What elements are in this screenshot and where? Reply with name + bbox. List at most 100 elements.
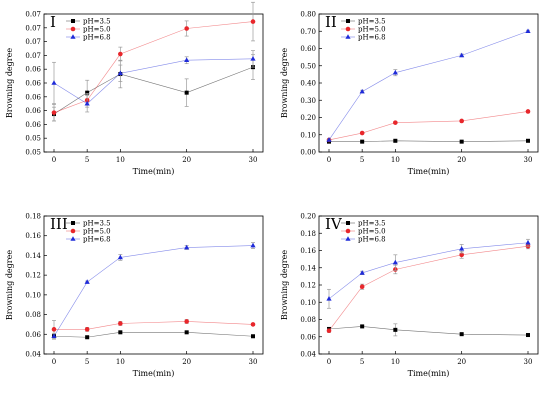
chart-svg: 0.04 0.06 0.08 0.10 0.12 0.14 0.16 0.18 0.20 0 5 10… [280,213,539,378]
legend-label: pH=5.0 [358,26,386,34]
data-point [251,334,255,339]
x-tick-label: 10 [391,358,400,366]
y-tick-label: 0.06 [25,121,41,129]
x-tick-label: 30 [524,156,533,164]
data-point [184,57,190,63]
x-tick-label: 5 [85,358,89,366]
data-point [118,51,123,57]
chart-panel-2: 0.00 0.10 0.20 0.30 0.40 0.50 0.60 0.70 0.80 0 5 10… [275,0,550,202]
data-point [359,88,365,94]
y-tick-label: 0.08 [300,316,316,324]
data-point [118,321,123,326]
x-axis-label: Time(min) [133,369,175,378]
y-tick-label: 0.04 [300,351,316,359]
data-point [459,245,465,251]
panel-label: II [325,13,337,31]
y-tick-label: 0.06 [25,66,41,74]
series-line [53,58,254,105]
y-tick-label: 0.12 [300,282,316,290]
legend-marker [71,221,75,225]
x-tick-label: 10 [116,156,125,164]
x-axis-label: Time(min) [408,369,450,378]
x-tick-label: 0 [52,156,56,164]
y-tick-label: 0.14 [25,252,41,260]
y-tick-label: 0.18 [300,230,316,238]
data-point [459,118,464,124]
x-tick-label: 10 [116,358,125,366]
data-point [85,335,90,340]
y-tick-label: 0.10 [300,131,316,139]
y-tick-label: 0.40 [300,80,316,88]
series-line [53,332,254,338]
data-point [526,333,530,338]
panel-label: I [50,13,56,31]
x-tick-label: 30 [524,358,533,366]
data-point [117,70,123,76]
data-point [459,252,464,258]
legend-label: pH=3.5 [83,18,111,26]
y-tick-label: 0.05 [25,149,41,157]
y-tick-label: 0.07 [25,24,41,32]
legend-label: pH=6.8 [83,34,111,42]
data-point [393,120,398,125]
data-point [250,242,256,248]
data-point [359,284,365,290]
y-axis-label: Browning degree [280,48,289,118]
data-point [459,332,464,337]
legend-label: pH=3.5 [83,220,111,228]
legend-marker [70,236,76,241]
chart-panel-3: 0.04 0.06 0.08 0.10 0.12 0.14 0.16 0.18 0 5 10 20 30… [0,202,275,404]
data-point [360,139,365,144]
data-point [360,324,365,329]
y-tick-label: 0.00 [300,149,316,157]
plot-frame [43,215,264,355]
series-line [54,321,254,330]
data-point [118,330,123,335]
series-line [328,245,529,331]
chart-svg: 0.04 0.06 0.08 0.10 0.12 0.14 0.16 0.18 0 5 10 20 30… [5,213,264,378]
plot-frame [318,13,539,153]
x-tick-label: 30 [249,358,258,366]
data-point [184,90,189,95]
data-point [184,330,189,335]
data-point [392,259,398,265]
y-tick-label: 0.05 [25,135,41,143]
x-tick-label: 30 [249,156,258,164]
data-point [359,270,365,275]
y-tick-label: 0.06 [25,107,41,115]
data-point [392,69,398,75]
data-point [326,296,332,301]
x-tick-label: 5 [85,156,89,164]
y-tick-label: 0.06 [25,331,41,339]
y-axis-label: Browning degree [5,250,14,320]
series-line [328,111,529,141]
legend-label: pH=5.0 [83,228,111,236]
legend-label: pH=6.8 [358,34,386,42]
y-axis-label: Browning degree [280,250,289,320]
series-line [328,30,529,141]
y-tick-label: 0.07 [25,52,41,60]
chart-panel-4: 0.04 0.06 0.08 0.10 0.12 0.14 0.16 0.18 0.20 0 5 10… [275,202,550,404]
data-point [250,56,256,61]
x-tick-label: 0 [327,358,331,366]
y-tick-label: 0.12 [25,272,41,280]
series-line [328,242,529,300]
legend-marker [346,221,350,225]
legend-label: pH=6.8 [358,236,386,244]
data-point [250,19,256,24]
data-point [84,100,90,106]
data-point [459,139,464,144]
x-tick-label: 0 [52,358,56,366]
x-axis-label: Time(min) [133,167,175,176]
data-point [51,110,57,115]
legend-marker [345,228,351,234]
x-tick-label: 10 [391,156,400,164]
y-tick-label: 0.16 [25,232,41,240]
legend-marker [345,236,351,241]
x-tick-label: 20 [182,156,191,164]
chart-svg: 0.05 0.05 0.06 0.06 0.06 0.06 0.06 0.07 0.07 0.07… [5,1,264,176]
y-tick-label: 0.08 [25,311,41,319]
legend-label: pH=5.0 [83,26,111,34]
x-tick-label: 20 [457,156,466,164]
